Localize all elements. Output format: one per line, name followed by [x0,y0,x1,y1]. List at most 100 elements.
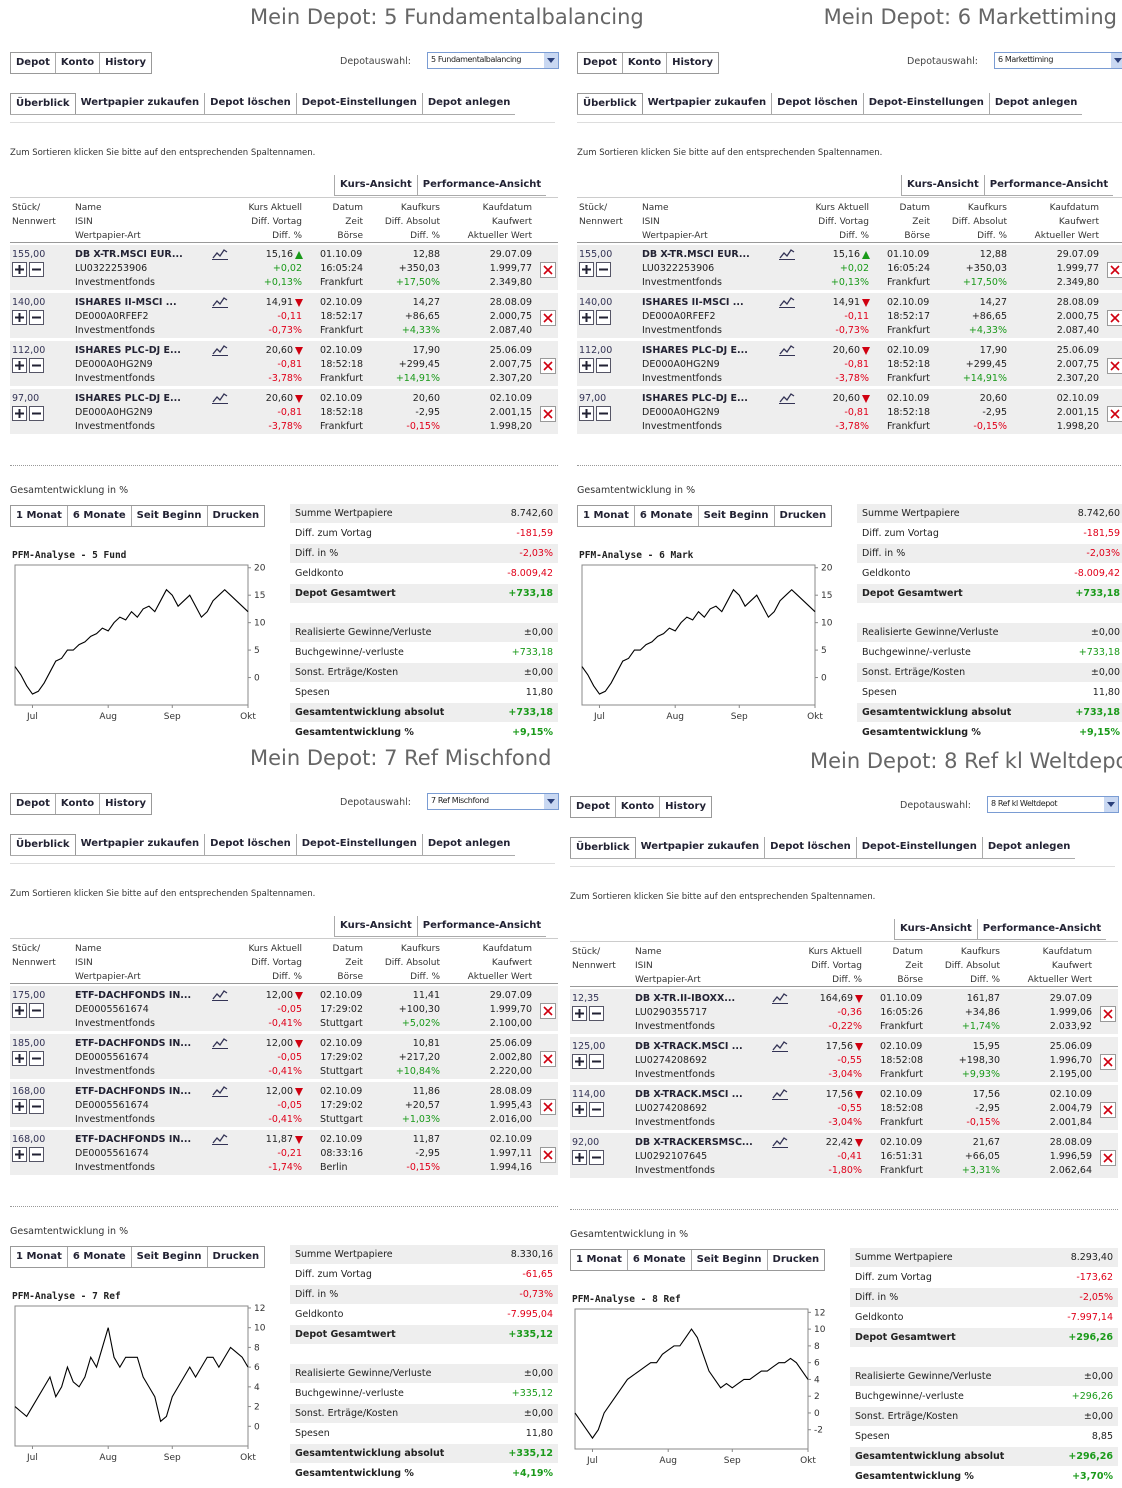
column-header[interactable]: ISIN [75,958,93,968]
tab[interactable]: History [672,57,713,68]
delete-button[interactable] [1107,262,1122,278]
chart-icon[interactable] [772,992,788,1004]
security-name[interactable]: ISHARES PLC-DJ E... [75,393,181,404]
chart-icon[interactable] [772,1088,788,1100]
chart-icon[interactable] [212,1037,228,1049]
chart-icon[interactable] [779,248,795,260]
sell-button[interactable] [29,1147,44,1162]
tab[interactable]: Depot [578,53,623,73]
column-header[interactable]: Kaufkurs [960,947,1000,957]
delete-button[interactable] [1107,310,1122,326]
column-header[interactable]: Wertpapier-Art [635,975,701,985]
column-header[interactable]: Nennwert [572,961,616,971]
sell-button[interactable] [29,262,44,277]
tab[interactable]: Konto [623,53,668,73]
tab[interactable]: Kurs-Ansicht [902,175,985,195]
delete-button[interactable] [1107,358,1122,374]
delete-button[interactable] [540,1003,556,1019]
sell-button[interactable] [596,358,611,373]
column-header[interactable]: Datum [899,203,930,213]
buy-button[interactable] [579,262,594,277]
tab[interactable]: Depot [11,794,56,814]
column-header[interactable]: Wertpapier-Art [642,231,708,241]
buy-button[interactable] [572,1054,587,1069]
column-header[interactable]: Kurs Aktuell [815,203,869,213]
delete-button[interactable] [540,262,556,278]
delete-button[interactable] [1100,1054,1116,1070]
sell-button[interactable] [589,1006,604,1021]
security-name[interactable]: DB X-TRACKERSMSC... [635,1137,753,1148]
sell-button[interactable] [589,1150,604,1165]
tab[interactable]: Überblick [10,834,76,855]
tab[interactable]: Kurs-Ansicht [335,916,418,936]
tab[interactable]: Konto [616,797,661,817]
tab[interactable]: Depot-Einstellungen [297,93,423,114]
delete-button[interactable] [1100,1102,1116,1118]
chart-icon[interactable] [212,1085,228,1097]
column-header[interactable]: Aktueller Wert [1034,231,1099,241]
depot-select[interactable]: 8 Ref kl Weltdepot [987,796,1119,813]
depot-select[interactable]: 7 Ref Mischfond [427,793,559,810]
buy-button[interactable] [572,1102,587,1117]
column-header[interactable]: Name [75,944,102,954]
sell-button[interactable] [29,1051,44,1066]
buy-button[interactable] [12,1051,27,1066]
chart-icon[interactable] [212,392,228,404]
security-name[interactable]: ISHARES PLC-DJ E... [75,345,181,356]
delete-button[interactable] [540,1099,556,1115]
chart-icon[interactable] [212,344,228,356]
delete-button[interactable] [1107,406,1122,422]
column-header[interactable]: Kaufdatum [482,203,532,213]
column-header[interactable]: Nennwert [12,958,56,968]
column-header[interactable]: Kaufwert [1058,217,1099,227]
security-name[interactable]: ETF-DACHFONDS IN... [75,1086,192,1097]
tab[interactable]: Performance-Ansicht [422,920,542,931]
column-header[interactable]: Datum [892,947,923,957]
column-header[interactable]: Diff. % [977,231,1007,241]
sell-button[interactable] [589,1054,604,1069]
column-header[interactable]: Börse [337,231,363,241]
column-header[interactable]: Name [642,203,669,213]
tab[interactable]: History [105,798,146,809]
column-header[interactable]: Wertpapier-Art [75,231,141,241]
column-header[interactable]: ISIN [635,961,653,971]
delete-button[interactable] [540,1051,556,1067]
tab[interactable]: Seit Beginn [692,1250,768,1270]
buy-button[interactable] [579,358,594,373]
chart-icon[interactable] [779,392,795,404]
tab[interactable]: Seit Beginn [132,506,208,526]
sell-button[interactable] [596,310,611,325]
column-header[interactable]: Diff. % [272,231,302,241]
tab[interactable]: Konto [56,53,101,73]
tab[interactable]: Drucken [212,510,260,521]
sell-button[interactable] [29,358,44,373]
buy-button[interactable] [12,406,27,421]
tab[interactable]: Wertpapier zukaufen [76,93,206,114]
chart-icon[interactable] [772,1136,788,1148]
tab[interactable]: 1 Monat [571,1250,628,1270]
column-header[interactable]: Kaufwert [491,217,532,227]
tab[interactable]: Depot-Einstellungen [857,837,983,858]
tab[interactable]: Depot löschen [205,834,297,855]
tab[interactable]: Depot löschen [765,837,857,858]
buy-button[interactable] [12,1099,27,1114]
buy-button[interactable] [572,1006,587,1021]
tab[interactable]: History [665,801,706,812]
tab[interactable]: Depot [571,797,616,817]
tab[interactable]: Depot anlegen [427,838,511,849]
buy-button[interactable] [12,1003,27,1018]
column-header[interactable]: Kaufkurs [400,944,440,954]
column-header[interactable]: Diff. Absolut [384,958,440,968]
buy-button[interactable] [12,358,27,373]
chart-icon[interactable] [212,989,228,1001]
column-header[interactable]: Diff. Vortag [818,217,869,227]
column-header[interactable]: Kurs Aktuell [248,203,302,213]
delete-button[interactable] [1100,1150,1116,1166]
column-header[interactable]: Diff. Vortag [811,961,862,971]
column-header[interactable]: Kaufwert [491,958,532,968]
tab[interactable]: Drucken [779,510,827,521]
tab[interactable]: Performance-Ansicht [982,923,1102,934]
column-header[interactable]: Kaufdatum [482,944,532,954]
tab[interactable]: Depot [11,53,56,73]
tab[interactable]: Depot-Einstellungen [864,93,990,114]
